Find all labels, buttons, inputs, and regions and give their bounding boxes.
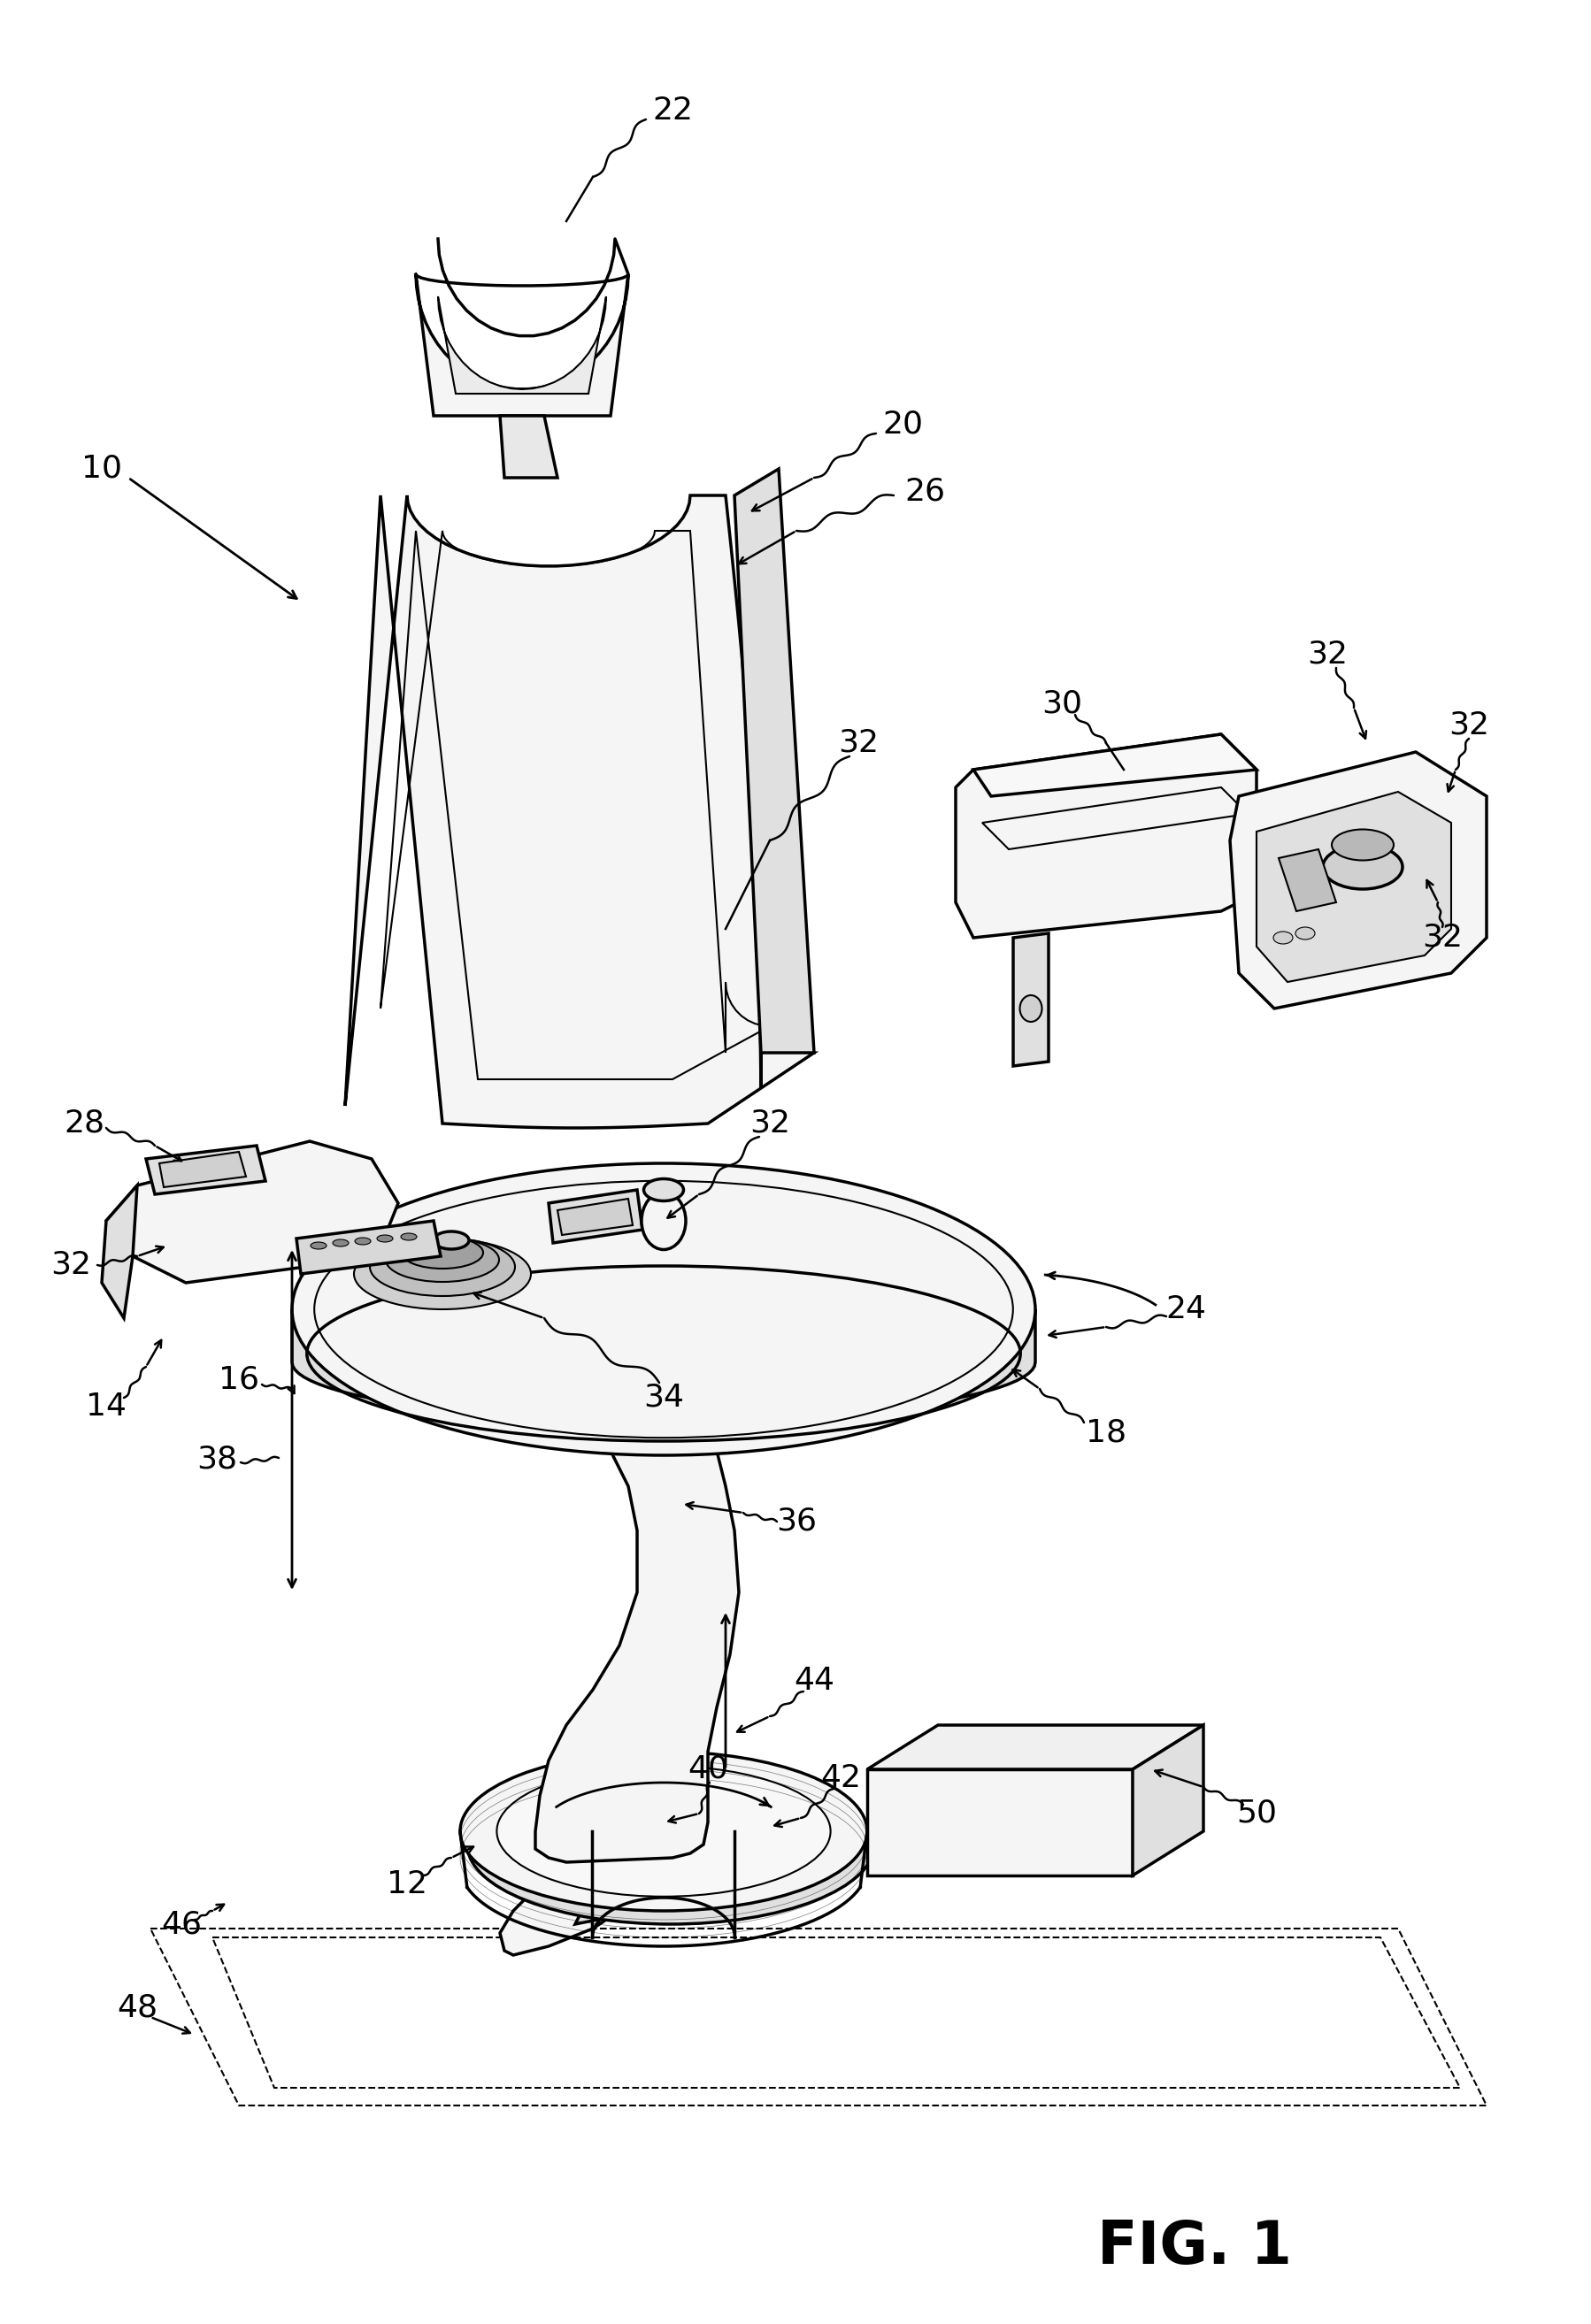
Text: FIG. 1: FIG. 1 (1096, 2217, 1292, 2275)
Polygon shape (1133, 1724, 1203, 1875)
Polygon shape (1255, 792, 1451, 983)
Polygon shape (867, 1769, 1133, 1875)
Polygon shape (574, 1822, 743, 1924)
Ellipse shape (628, 1817, 698, 1845)
Polygon shape (146, 1146, 266, 1195)
Ellipse shape (401, 1236, 484, 1269)
Text: 28: 28 (64, 1109, 105, 1139)
Polygon shape (1278, 848, 1335, 911)
Text: 32: 32 (51, 1250, 91, 1281)
Polygon shape (955, 734, 1255, 939)
Ellipse shape (466, 1764, 873, 1924)
Text: 20: 20 (881, 409, 923, 439)
Polygon shape (1230, 753, 1486, 1009)
Text: 22: 22 (652, 95, 692, 125)
Polygon shape (438, 297, 606, 393)
Ellipse shape (333, 1239, 348, 1246)
Ellipse shape (641, 1192, 686, 1250)
Polygon shape (107, 1141, 398, 1283)
Text: 10: 10 (81, 453, 123, 483)
Text: 32: 32 (1421, 923, 1462, 953)
Ellipse shape (353, 1239, 531, 1308)
Polygon shape (296, 1220, 441, 1274)
Ellipse shape (1332, 830, 1392, 860)
Text: 14: 14 (86, 1392, 126, 1422)
Polygon shape (557, 1199, 632, 1234)
Text: 48: 48 (116, 1994, 158, 2024)
Polygon shape (159, 1153, 247, 1188)
Ellipse shape (654, 1827, 671, 1834)
Text: 24: 24 (1165, 1294, 1206, 1325)
Text: 44: 44 (794, 1666, 834, 1697)
Text: 26: 26 (904, 476, 945, 507)
Ellipse shape (355, 1239, 371, 1246)
Ellipse shape (291, 1164, 1034, 1455)
Text: 46: 46 (161, 1908, 202, 1938)
Text: 18: 18 (1085, 1418, 1126, 1448)
Polygon shape (972, 734, 1255, 797)
Polygon shape (345, 495, 813, 1127)
Polygon shape (102, 1185, 137, 1318)
Polygon shape (415, 274, 628, 416)
Text: 30: 30 (1041, 688, 1082, 718)
Text: 42: 42 (819, 1764, 861, 1794)
Ellipse shape (1322, 846, 1402, 890)
Ellipse shape (385, 1239, 500, 1283)
Ellipse shape (643, 1178, 683, 1202)
Polygon shape (867, 1724, 1203, 1769)
Polygon shape (291, 1308, 1034, 1420)
Text: 50: 50 (1236, 1799, 1276, 1829)
Ellipse shape (369, 1239, 515, 1297)
Polygon shape (500, 416, 557, 479)
Ellipse shape (460, 1752, 867, 1910)
Ellipse shape (1020, 995, 1042, 1023)
Text: 38: 38 (196, 1446, 237, 1476)
Text: 12: 12 (387, 1868, 426, 1899)
Ellipse shape (433, 1232, 469, 1248)
Text: 32: 32 (749, 1109, 789, 1139)
Polygon shape (733, 469, 813, 1053)
Polygon shape (535, 1415, 738, 1862)
Text: 36: 36 (775, 1506, 816, 1536)
Ellipse shape (1295, 927, 1314, 939)
Text: 32: 32 (837, 727, 878, 758)
Ellipse shape (496, 1766, 831, 1896)
Polygon shape (512, 1397, 708, 1415)
Ellipse shape (1273, 932, 1292, 944)
Text: 32: 32 (1306, 639, 1348, 669)
Text: 40: 40 (687, 1755, 727, 1785)
Ellipse shape (377, 1234, 393, 1241)
Polygon shape (1012, 934, 1048, 1067)
Ellipse shape (310, 1241, 326, 1248)
Polygon shape (500, 1831, 646, 1954)
Text: 34: 34 (643, 1383, 684, 1413)
Polygon shape (549, 1190, 643, 1243)
Text: 32: 32 (1448, 711, 1489, 741)
Ellipse shape (401, 1234, 417, 1241)
Text: 16: 16 (218, 1364, 259, 1394)
